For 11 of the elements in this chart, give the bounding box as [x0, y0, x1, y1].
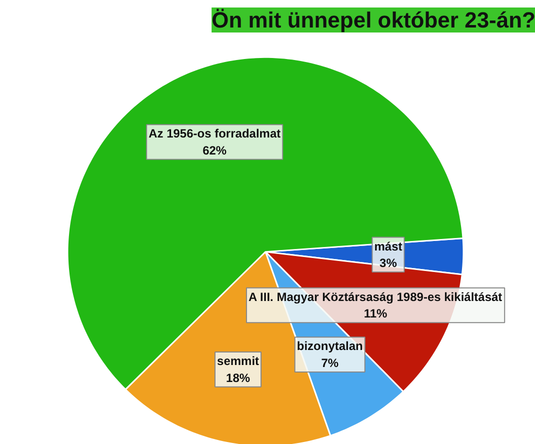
slice-label: Az 1956-os forradalmat [148, 126, 281, 141]
slice-label: A III. Magyar Köztársaság 1989-es kikiáltását [248, 290, 502, 304]
chart-title: Ön mit ünnepel október 23-án? [212, 8, 535, 32]
slice-label: mást [374, 239, 402, 254]
data-label: 18% [226, 370, 250, 385]
slice-label: semmit [217, 354, 260, 368]
data-label: 62% [202, 143, 227, 158]
slice-label: bizonytalan [296, 339, 363, 354]
data-label: 11% [364, 306, 388, 321]
data-label: 7% [321, 356, 339, 370]
data-label: 3% [380, 256, 398, 270]
